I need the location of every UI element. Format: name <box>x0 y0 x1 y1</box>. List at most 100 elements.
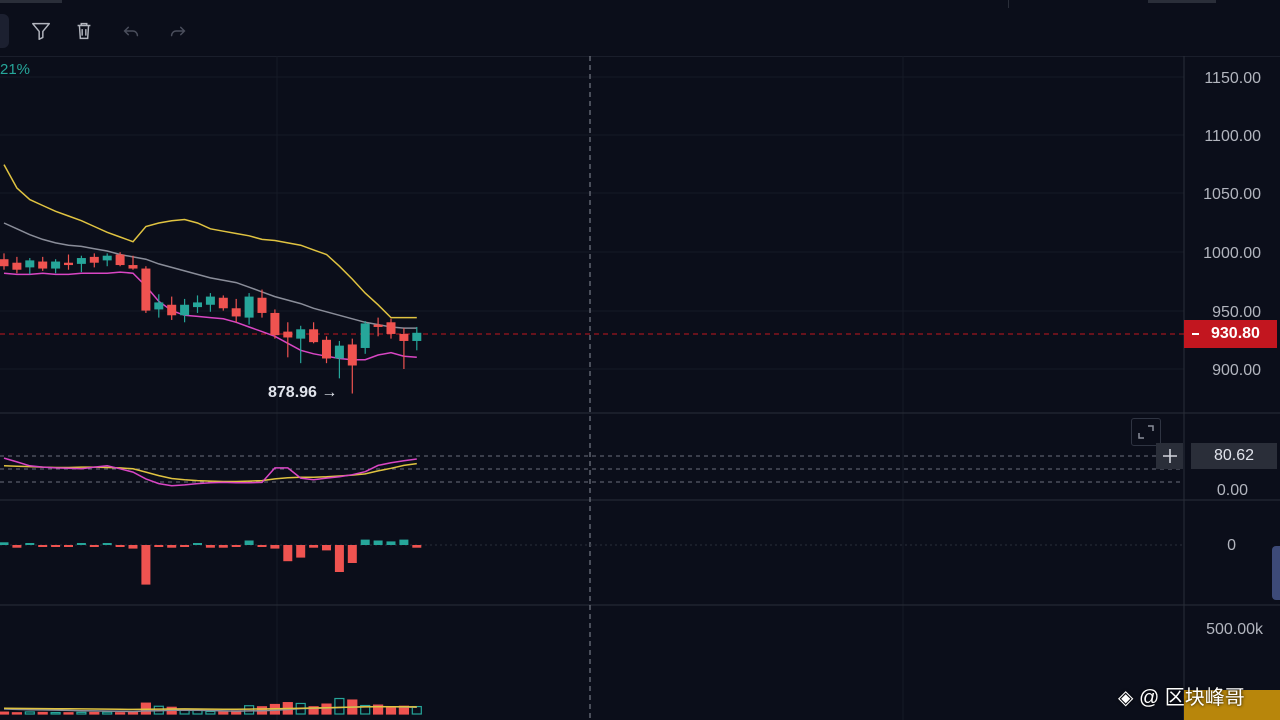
period-low-label: 878.96 → <box>268 384 338 401</box>
histogram-bar <box>360 539 370 545</box>
oscillator-pane <box>0 455 1184 487</box>
volume-bar <box>11 712 22 715</box>
candle-body <box>64 262 73 266</box>
volume-bar <box>218 711 229 715</box>
histogram-bar <box>334 545 344 572</box>
trash-icon <box>77 22 91 40</box>
histogram-zero-label: 0 <box>1227 537 1236 554</box>
candle-body <box>89 256 99 263</box>
price-axis-label: 950.00 <box>1212 304 1261 321</box>
histogram-bar <box>322 545 331 551</box>
candle-body <box>218 297 228 309</box>
histogram-bar <box>180 545 190 547</box>
candle-body <box>360 323 370 348</box>
price-tag-dash <box>1192 333 1199 335</box>
undo-icon <box>123 26 139 37</box>
volume-bar <box>76 711 87 715</box>
histogram-bar <box>347 545 357 563</box>
candle-body <box>270 312 280 336</box>
watermark-text: ◈ @ 区块峰哥 <box>1118 687 1245 709</box>
histogram-bar <box>399 539 409 545</box>
histogram-bar <box>218 545 228 548</box>
volume-bar <box>127 711 139 715</box>
volume-bar <box>321 703 332 715</box>
volume-bar <box>0 711 10 715</box>
candle-body <box>257 297 267 313</box>
candle-body <box>322 339 331 359</box>
volume-pane <box>0 697 422 715</box>
expand-icon <box>1138 425 1154 439</box>
histogram-bar <box>89 545 99 547</box>
candle-body <box>283 331 293 338</box>
ma-yellow-line <box>3 164 417 319</box>
price-axis-label: 1000.00 <box>1203 245 1261 262</box>
filter-button[interactable] <box>26 16 56 46</box>
top-separator <box>1008 0 1009 8</box>
histogram-bar <box>412 545 422 548</box>
volume-bar <box>334 697 345 715</box>
watermark: ◈ @ 区块峰哥 <box>1118 681 1245 710</box>
candle-body <box>309 329 319 343</box>
top-tab-indicator <box>0 0 62 3</box>
oscillator-cursor-value: 80.62 <box>1191 443 1277 469</box>
ma-gray-line <box>3 222 417 329</box>
price-axis: 1150.00 1100.00 1050.00 1000.00 950.00 900.00… <box>1203 70 1264 714</box>
redo-icon <box>170 26 186 37</box>
histogram-bar <box>128 545 138 549</box>
candle-body <box>38 261 48 269</box>
oscillator-pink-line <box>3 457 417 487</box>
current-price-value: 930.80 <box>1211 325 1260 342</box>
volume-bar <box>373 704 384 715</box>
candle-body <box>386 322 396 334</box>
add-indicator-button[interactable] <box>1156 443 1183 469</box>
candle-body <box>25 260 35 268</box>
histogram-bar <box>193 543 202 545</box>
redo-button[interactable] <box>163 16 193 46</box>
candle-body <box>334 345 344 359</box>
volume-bar <box>24 711 35 715</box>
histogram-bar <box>167 545 177 548</box>
candle-body <box>76 258 86 264</box>
candle-body <box>167 304 177 316</box>
top-tab-indicator-right <box>1148 0 1216 3</box>
histogram-bar <box>154 545 164 547</box>
candle-body <box>231 308 241 317</box>
histogram-bar <box>205 545 215 548</box>
histogram-bar <box>141 545 151 585</box>
candle-body <box>399 333 409 341</box>
histogram-pane <box>0 539 1184 585</box>
volume-bar <box>37 711 48 715</box>
current-price-tag: 930.80 <box>1184 320 1277 348</box>
histogram-bar <box>51 545 61 547</box>
candle-body <box>51 261 61 269</box>
undo-button[interactable] <box>116 16 146 46</box>
toolbar-overflow-tab[interactable] <box>0 14 9 48</box>
candles <box>0 252 422 394</box>
expand-pane-button[interactable] <box>1131 418 1161 446</box>
chart-toolbar <box>0 0 1280 57</box>
candle-body <box>412 332 422 341</box>
oscillator-zero-label: 0.00 <box>1217 482 1248 499</box>
oscillator-yellow-line <box>3 462 417 483</box>
price-axis-label: 1050.00 <box>1203 186 1261 203</box>
candle-body <box>0 259 9 267</box>
histogram-bar <box>386 541 396 545</box>
volume-axis-label: 500.00k <box>1206 621 1264 638</box>
volume-average-yellow <box>3 705 417 711</box>
side-panel-handle[interactable] <box>1272 546 1280 600</box>
histogram-bar <box>76 543 86 545</box>
delete-button[interactable] <box>69 16 99 46</box>
histogram-bar <box>283 545 293 562</box>
price-axis-label: 1100.00 <box>1204 128 1261 145</box>
volume-bar <box>360 704 371 715</box>
candle-body <box>102 255 112 261</box>
candle-body <box>347 344 357 366</box>
histogram-bar <box>309 545 319 548</box>
change-percent: 21% <box>0 61 31 78</box>
histogram-bar <box>257 545 267 547</box>
moving-averages <box>3 164 417 361</box>
candle-body <box>128 265 138 269</box>
histogram-bar <box>64 545 73 547</box>
price-axis-label: 900.00 <box>1212 362 1261 379</box>
